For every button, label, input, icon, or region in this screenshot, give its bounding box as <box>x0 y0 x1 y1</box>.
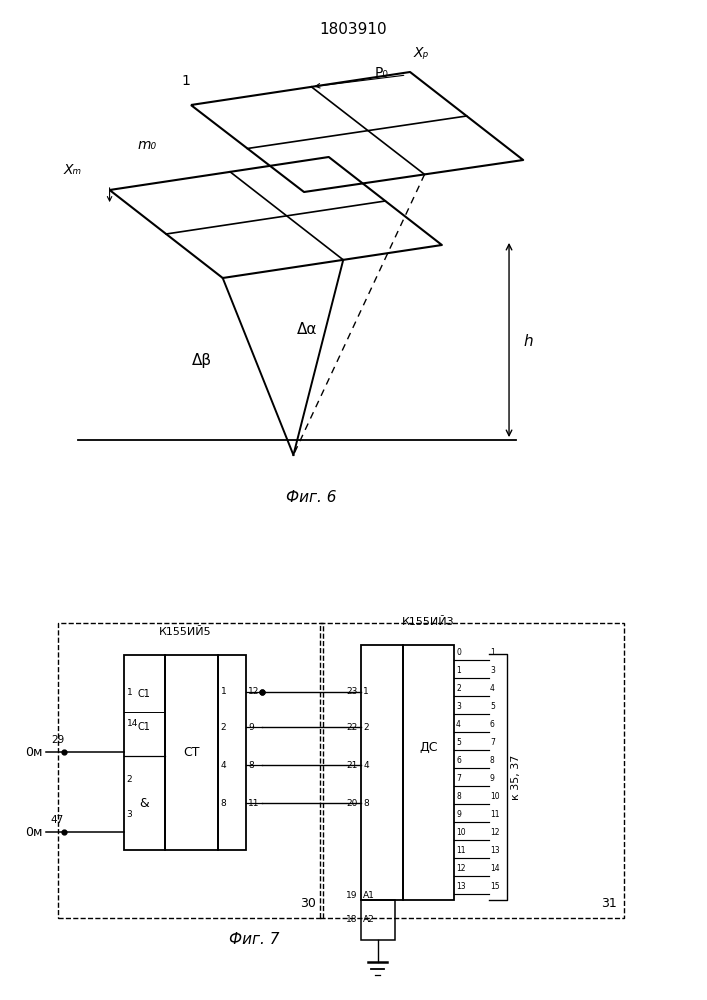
Text: 0: 0 <box>456 648 461 657</box>
Text: h: h <box>523 334 533 350</box>
Text: Δβ: Δβ <box>192 353 211 367</box>
Text: C1: C1 <box>138 689 151 699</box>
Bar <box>124 655 165 850</box>
Text: 13: 13 <box>456 882 466 891</box>
Text: 8: 8 <box>490 756 495 765</box>
Text: 11: 11 <box>456 846 465 855</box>
Text: 8: 8 <box>363 798 369 808</box>
Text: 4: 4 <box>221 760 226 770</box>
Text: 0м: 0м <box>25 826 42 838</box>
Text: 1: 1 <box>490 648 495 657</box>
Text: C1: C1 <box>138 722 151 732</box>
Bar <box>320 623 624 918</box>
Text: 4: 4 <box>363 760 369 770</box>
Text: К155ИЙ3: К155ИЙ3 <box>402 617 455 627</box>
Text: 2: 2 <box>221 722 226 732</box>
Bar <box>58 623 323 918</box>
Text: 19: 19 <box>346 890 358 900</box>
Text: 31: 31 <box>601 897 617 910</box>
Text: 11: 11 <box>490 810 499 819</box>
Text: &: & <box>139 797 149 810</box>
Text: 8: 8 <box>248 760 254 770</box>
Text: P₀: P₀ <box>375 66 389 80</box>
Text: 9: 9 <box>456 810 461 819</box>
Text: Δα: Δα <box>298 322 317 338</box>
Text: 1: 1 <box>363 688 369 696</box>
Text: 5: 5 <box>456 738 461 747</box>
Text: 9: 9 <box>490 774 495 783</box>
Text: 1: 1 <box>221 688 226 696</box>
Text: 6: 6 <box>490 720 495 729</box>
Text: 22: 22 <box>346 722 358 732</box>
Text: 23: 23 <box>346 688 358 696</box>
Text: 1: 1 <box>182 74 190 88</box>
Text: 8: 8 <box>221 798 226 808</box>
Text: 29: 29 <box>51 735 64 745</box>
Text: 5: 5 <box>490 702 495 711</box>
Text: 13: 13 <box>490 846 500 855</box>
Text: 0м: 0м <box>25 746 42 758</box>
Text: 15: 15 <box>490 882 500 891</box>
Text: 7: 7 <box>456 774 461 783</box>
Text: 4: 4 <box>456 720 461 729</box>
Text: К155ИЙ5: К155ИЙ5 <box>158 627 211 637</box>
Text: 12: 12 <box>490 828 499 837</box>
Text: A2: A2 <box>363 916 375 924</box>
Text: СТ: СТ <box>183 746 199 759</box>
Text: 3: 3 <box>456 702 461 711</box>
Text: 2: 2 <box>127 775 132 784</box>
Text: 8: 8 <box>456 792 461 801</box>
Text: Xₚ: Xₚ <box>414 46 429 60</box>
Text: 6: 6 <box>456 756 461 765</box>
Bar <box>218 655 246 850</box>
Text: Xₘ: Xₘ <box>63 163 81 177</box>
Text: 2: 2 <box>363 722 369 732</box>
Text: A1: A1 <box>363 890 375 900</box>
Text: 14: 14 <box>490 864 500 873</box>
Bar <box>403 645 454 900</box>
Text: 10: 10 <box>456 828 466 837</box>
Text: 1: 1 <box>127 688 132 697</box>
Text: Фиг. 7: Фиг. 7 <box>229 932 280 947</box>
Text: 10: 10 <box>490 792 500 801</box>
Text: 3: 3 <box>127 810 132 819</box>
Bar <box>361 900 395 940</box>
Text: ДС: ДС <box>419 740 438 754</box>
Text: 14: 14 <box>127 719 138 728</box>
Bar <box>361 645 403 900</box>
Text: Фиг. 6: Фиг. 6 <box>286 490 337 505</box>
Text: 4: 4 <box>490 684 495 693</box>
Text: 3: 3 <box>490 666 495 675</box>
Text: 30: 30 <box>300 897 316 910</box>
Text: 12: 12 <box>456 864 465 873</box>
Text: 1: 1 <box>456 666 461 675</box>
Text: 21: 21 <box>346 760 358 770</box>
Text: 20: 20 <box>346 798 358 808</box>
Text: 9: 9 <box>248 722 254 732</box>
Bar <box>165 655 218 850</box>
Text: m₀: m₀ <box>138 138 157 152</box>
Text: 1803910: 1803910 <box>320 22 387 37</box>
Text: 18: 18 <box>346 916 358 924</box>
Text: 7: 7 <box>490 738 495 747</box>
Text: к 35, 37: к 35, 37 <box>511 754 521 800</box>
Text: 47: 47 <box>51 815 64 825</box>
Text: 12: 12 <box>248 688 259 696</box>
Text: 11: 11 <box>248 798 259 808</box>
Text: 2: 2 <box>456 684 461 693</box>
